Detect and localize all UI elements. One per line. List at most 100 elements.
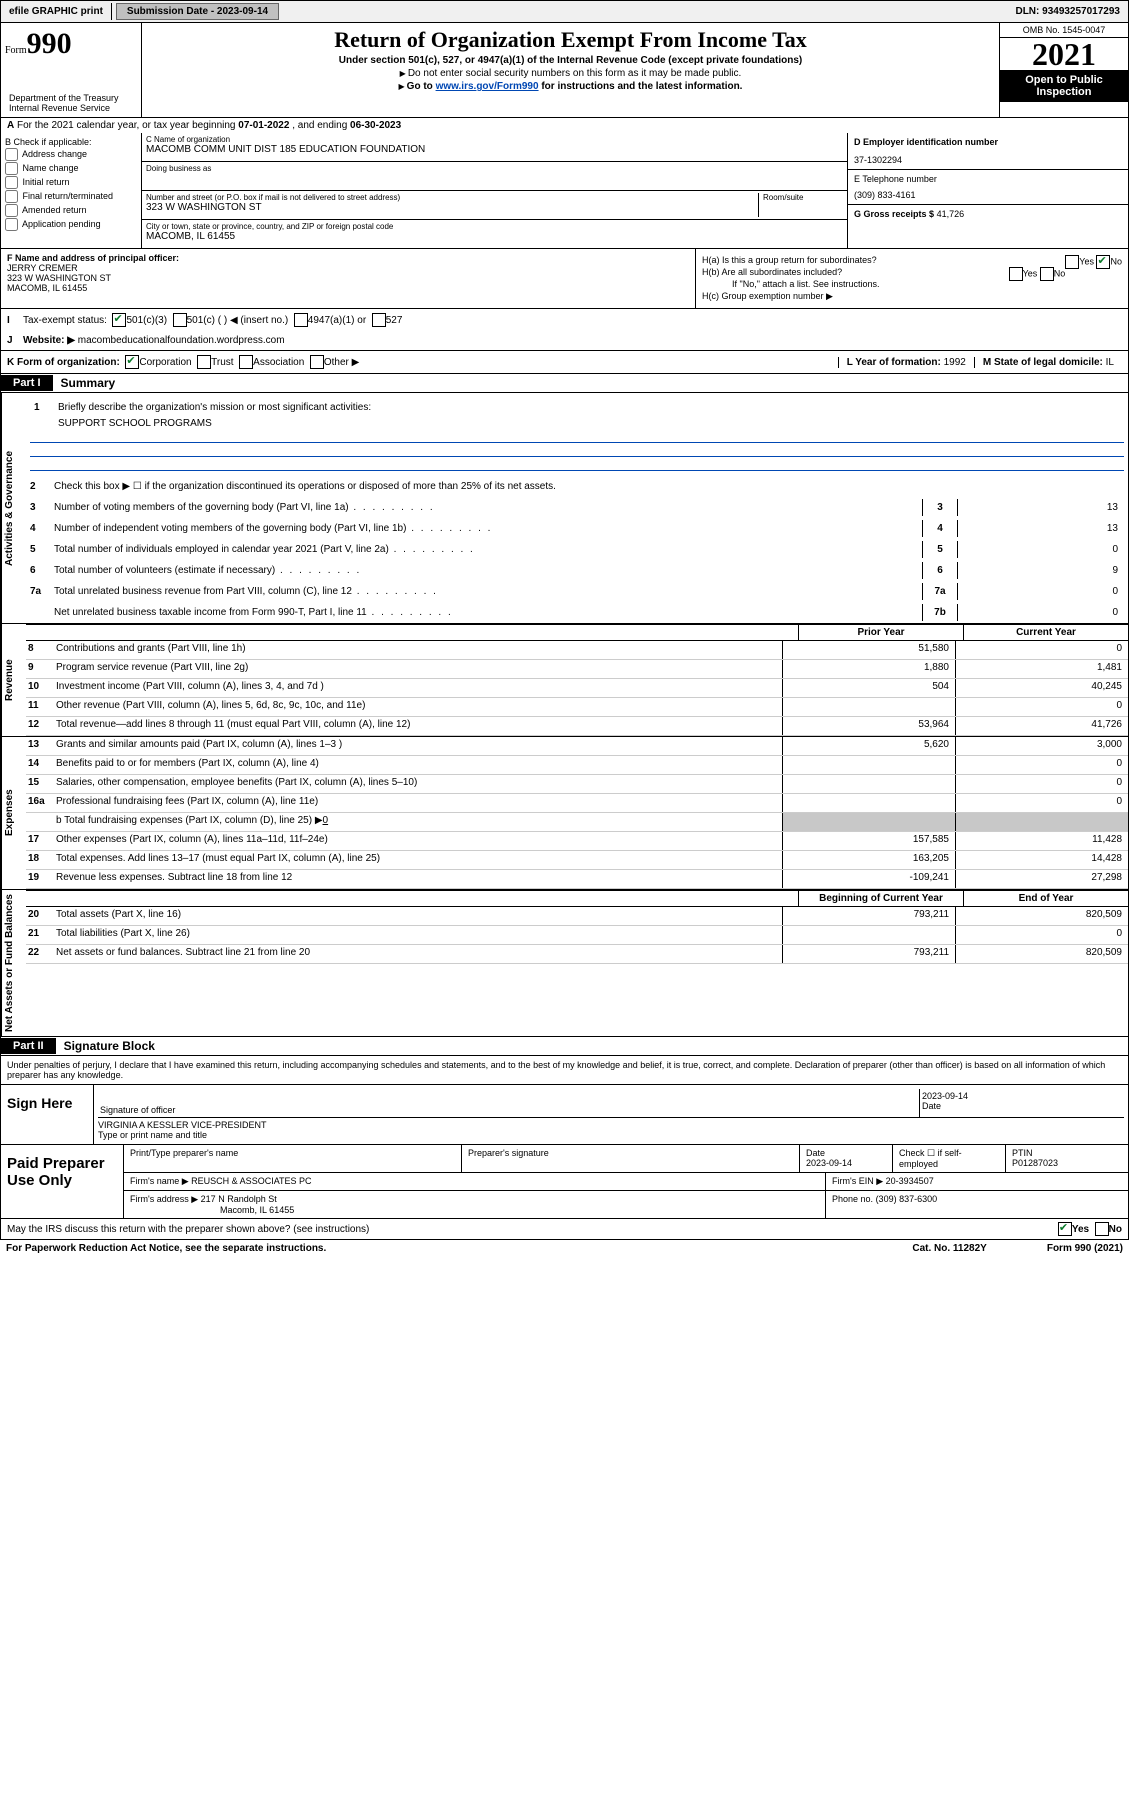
efile-label: efile GRAPHIC print (1, 3, 112, 20)
line-16b-label: b Total fundraising expenses (Part IX, c… (56, 815, 323, 826)
open-inspection: Open to Public Inspection (1000, 70, 1128, 102)
officer-name: JERRY CREMER (7, 263, 689, 273)
box-h: H(a) Is this a group return for subordin… (696, 249, 1128, 308)
summary-line: 22Net assets or fund balances. Subtract … (26, 945, 1128, 964)
prep-self-employed: Check ☐ if self-employed (893, 1145, 1006, 1172)
subtitle-3-post: for instructions and the latest informat… (539, 81, 743, 92)
sign-here-label: Sign Here (1, 1085, 94, 1144)
ein-value: 37-1302294 (854, 155, 1122, 165)
irs-link[interactable]: www.irs.gov/Form990 (436, 81, 539, 92)
form-title: Return of Organization Exempt From Incom… (146, 27, 995, 53)
prep-date-label: Date (806, 1148, 886, 1158)
hb-no-checkbox[interactable] (1040, 267, 1054, 281)
chk-name-change[interactable]: Name change (5, 162, 137, 175)
footer-row: For Paperwork Reduction Act Notice, see … (0, 1240, 1129, 1257)
hc-label: H(c) Group exemption number ▶ (702, 291, 1122, 302)
expenses-section: Expenses 13Grants and similar amounts pa… (0, 736, 1129, 889)
chk-527[interactable] (372, 313, 386, 327)
chk-application-pending[interactable]: Application pending (5, 218, 137, 231)
row-k: K Form of organization: Corporation Trus… (0, 351, 1129, 374)
part-1-title: Summary (53, 374, 124, 392)
chk-association[interactable] (239, 355, 253, 369)
discuss-row: May the IRS discuss this return with the… (0, 1219, 1129, 1240)
summary-line: 10Investment income (Part VIII, column (… (26, 679, 1128, 698)
prep-name-label: Print/Type preparer's name (130, 1148, 455, 1158)
sign-date-value: 2023-09-14 (922, 1091, 1122, 1101)
ha-no-checkbox[interactable] (1096, 255, 1110, 269)
row-j: J Website: ▶ macombeducationalfoundation… (0, 331, 1129, 351)
chk-final-return[interactable]: Final return/terminated (5, 190, 137, 203)
officer-addr1: 323 W WASHINGTON ST (7, 273, 689, 283)
line-2-text: Check this box ▶ ☐ if the organization d… (54, 481, 1124, 492)
side-label-net-assets: Net Assets or Fund Balances (1, 890, 26, 1036)
summary-line: 12Total revenue—add lines 8 through 11 (… (26, 717, 1128, 736)
summary-line: 5Total number of individuals employed in… (26, 539, 1128, 560)
part-1-header: Part I Summary (0, 374, 1129, 393)
row-fh: F Name and address of principal officer:… (0, 249, 1129, 309)
discuss-no-checkbox[interactable] (1095, 1222, 1109, 1236)
chk-501c[interactable] (173, 313, 187, 327)
dba-label: Doing business as (146, 164, 843, 173)
box-f: F Name and address of principal officer:… (1, 249, 696, 308)
hb-yes-checkbox[interactable] (1009, 267, 1023, 281)
city-label: City or town, state or province, country… (146, 222, 843, 231)
firm-phone-label: Phone no. (832, 1194, 873, 1204)
paid-preparer-label: Paid Preparer Use Only (1, 1145, 124, 1218)
org-name: MACOMB COMM UNIT DIST 185 EDUCATION FOUN… (146, 144, 843, 155)
row-a-mid: , and ending (292, 120, 350, 131)
firm-name-label: Firm's name ▶ (130, 1176, 189, 1186)
tel-value: (309) 833-4161 (854, 190, 1122, 200)
signature-block: Under penalties of perjury, I declare th… (0, 1056, 1129, 1219)
ha-label: H(a) Is this a group return for subordin… (702, 255, 877, 265)
summary-line: 16aProfessional fundraising fees (Part I… (26, 794, 1128, 813)
officer-name-title: VIRGINIA A KESSLER VICE-PRESIDENT (98, 1120, 1124, 1130)
row-a-tax-year: A For the 2021 calendar year, or tax yea… (0, 118, 1129, 133)
row-j-label: J (7, 335, 23, 346)
row-a-label: A (7, 120, 14, 131)
chk-initial-return[interactable]: Initial return (5, 176, 137, 189)
box-deg: D Employer identification number 37-1302… (847, 133, 1128, 248)
row-a-end: 06-30-2023 (350, 120, 401, 131)
city-value: MACOMB, IL 61455 (146, 231, 843, 242)
revenue-section: Revenue Prior Year Current Year 8Contrib… (0, 623, 1129, 736)
discuss-yes-checkbox[interactable] (1058, 1222, 1072, 1236)
chk-other[interactable] (310, 355, 324, 369)
tax-year: 2021 (1000, 38, 1128, 70)
submission-date-button[interactable]: Submission Date - 2023-09-14 (116, 3, 279, 20)
form-number-cell: Form990 Department of the Treasury Inter… (1, 23, 142, 117)
row-a-pre: For the 2021 calendar year, or tax year … (17, 120, 238, 131)
state-domicile-value: IL (1106, 357, 1114, 368)
summary-line: 13Grants and similar amounts paid (Part … (26, 737, 1128, 756)
officer-addr2: MACOMB, IL 61455 (7, 283, 689, 293)
summary-line: 14Benefits paid to or for members (Part … (26, 756, 1128, 775)
chk-501c3[interactable] (112, 313, 126, 327)
side-label-expenses: Expenses (1, 737, 26, 889)
chk-amended-return[interactable]: Amended return (5, 204, 137, 217)
firm-name-value: REUSCH & ASSOCIATES PC (191, 1176, 311, 1186)
tel-label: E Telephone number (854, 174, 1122, 184)
summary-line: 11Other revenue (Part VIII, column (A), … (26, 698, 1128, 717)
ptin-value: P01287023 (1012, 1158, 1122, 1168)
year-formation-label: L Year of formation: (847, 357, 941, 368)
firm-ein-value: 20-3934507 (886, 1176, 934, 1186)
chk-corporation[interactable] (125, 355, 139, 369)
firm-addr2-value: Macomb, IL 61455 (130, 1205, 819, 1215)
chk-trust[interactable] (197, 355, 211, 369)
declaration-text: Under penalties of perjury, I declare th… (1, 1056, 1128, 1084)
form-header: Form990 Department of the Treasury Inter… (0, 23, 1129, 118)
chk-address-change[interactable]: Address change (5, 148, 137, 161)
dln-label: DLN: 93493257017293 (1007, 3, 1128, 20)
gross-receipts-label: G Gross receipts $ (854, 209, 934, 219)
part-1-tab: Part I (1, 375, 53, 391)
subtitle-2: Do not enter social security numbers on … (408, 68, 741, 79)
gross-receipts-value: 41,726 (937, 209, 965, 219)
mission-text: SUPPORT SCHOOL PROGRAMS (30, 418, 1124, 429)
summary-line: 21Total liabilities (Part X, line 26)0 (26, 926, 1128, 945)
part-2-header: Part II Signature Block (0, 1037, 1129, 1056)
summary-line: 18Total expenses. Add lines 13–17 (must … (26, 851, 1128, 870)
org-name-label: C Name of organization (146, 135, 843, 144)
summary-line: 17Other expenses (Part IX, column (A), l… (26, 832, 1128, 851)
ha-yes-checkbox[interactable] (1065, 255, 1079, 269)
firm-addr1-value: 217 N Randolph St (201, 1194, 277, 1204)
chk-4947[interactable] (294, 313, 308, 327)
